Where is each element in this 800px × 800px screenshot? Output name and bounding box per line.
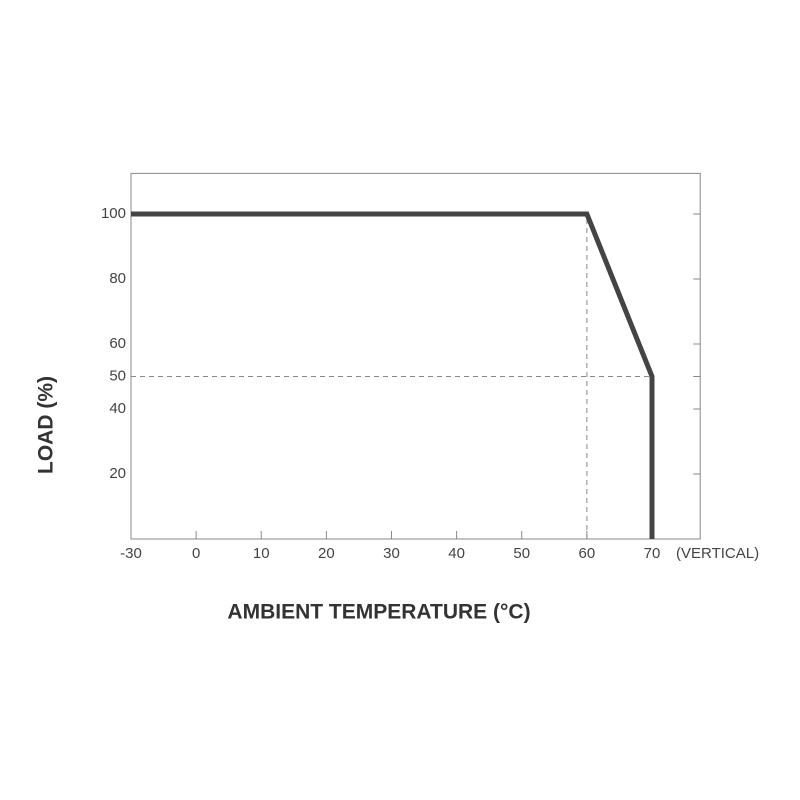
- x-tick-label: 10: [253, 545, 270, 562]
- x-axis-title: AMBIENT TEMPERATURE (°C): [227, 601, 530, 624]
- derating-line: [131, 211, 655, 539]
- y-tick-label: 60: [109, 335, 126, 352]
- x-tick-label: 70: [644, 545, 661, 562]
- x-tick-label: 40: [448, 545, 465, 562]
- plot-frame: [130, 172, 701, 540]
- x-tick-label: 0: [192, 545, 200, 562]
- y-tick-label: 100: [101, 205, 126, 222]
- x-tick-label: 30: [383, 545, 400, 562]
- x-tick-label: 20: [318, 545, 335, 562]
- y-tick-label: 20: [109, 465, 126, 482]
- annotation: (VERTICAL): [676, 545, 759, 562]
- y-tick-label: 50: [109, 367, 126, 384]
- x-tick-label: 60: [579, 545, 596, 562]
- x-tick-label: -30: [120, 545, 142, 562]
- x-tick-label: 50: [513, 545, 530, 562]
- y-tick-label: 40: [109, 400, 126, 417]
- y-axis-title: LOAD (%): [35, 376, 58, 474]
- y-tick-label: 80: [109, 270, 126, 287]
